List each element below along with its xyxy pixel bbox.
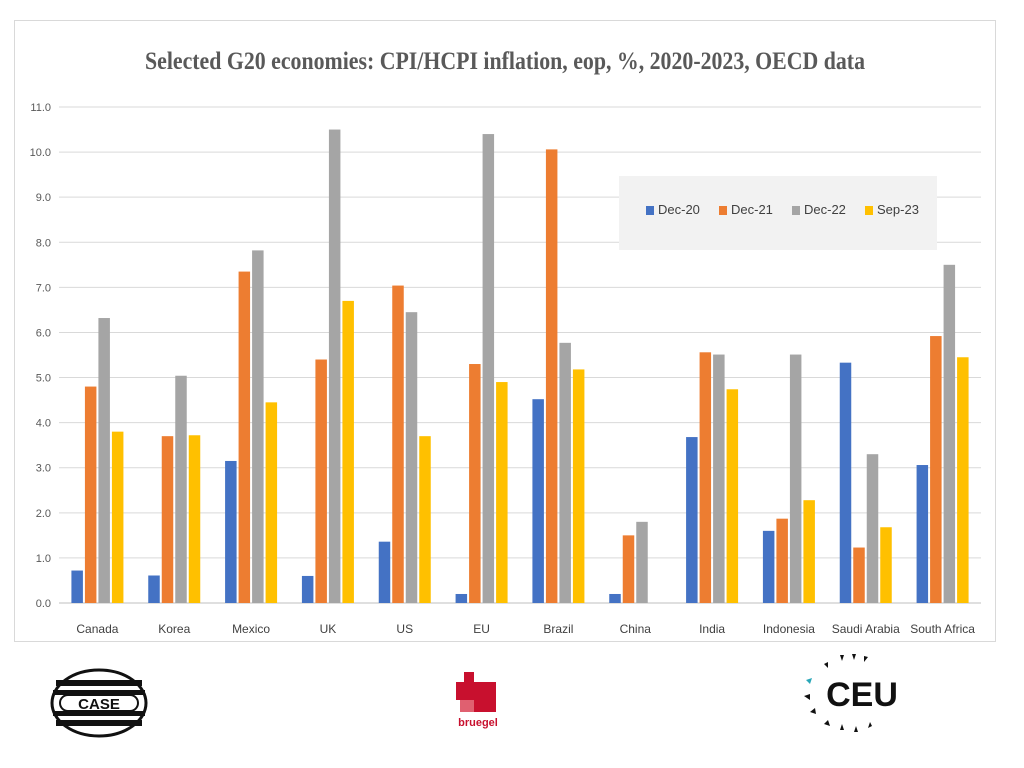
bruegel-logo: bruegel bbox=[450, 670, 506, 730]
bar-sep-23-indonesia bbox=[803, 500, 815, 603]
bar-dec-21-south-africa bbox=[930, 336, 942, 603]
bar-dec-21-china bbox=[622, 535, 635, 603]
y-tick-label: 0.0 bbox=[36, 598, 51, 610]
bar-dec-21-india bbox=[699, 352, 712, 603]
bar-dec-21-korea bbox=[161, 436, 174, 603]
bar-dec-21-uk bbox=[315, 359, 327, 603]
x-category-label: Mexico bbox=[232, 622, 270, 636]
bar-dec-22-eu bbox=[482, 134, 495, 603]
legend: Dec-20 Dec-21 Dec-22 Sep-23 bbox=[619, 176, 937, 250]
gridlines: 0.0 1.0 2.0 3.0 4.0 5.0 6.0 7.0 8.0 9.0 10.0 11.0 bbox=[30, 102, 981, 610]
y-tick-label: 5.0 bbox=[36, 373, 51, 385]
bar-dec-20-indonesia bbox=[762, 530, 775, 603]
bar-dec-22-korea bbox=[175, 375, 187, 603]
legend-background bbox=[619, 176, 937, 250]
bar-dec-20-india bbox=[686, 437, 698, 603]
legend-swatch bbox=[646, 206, 654, 215]
bar-dec-22-us bbox=[405, 312, 418, 603]
y-tick-label: 4.0 bbox=[36, 418, 51, 430]
bar-dec-20-saudi-arabia bbox=[839, 362, 852, 603]
bar-dec-21-mexico bbox=[238, 271, 251, 603]
bar-dec-22-brazil bbox=[559, 342, 571, 603]
x-category-label: South Africa bbox=[910, 622, 975, 636]
x-category-label: Saudi Arabia bbox=[832, 622, 900, 636]
bar-sep-23-saudi-arabia bbox=[880, 527, 892, 603]
bar-dec-22-indonesia bbox=[789, 354, 802, 603]
legend-swatch bbox=[719, 206, 727, 215]
x-category-label: China bbox=[620, 622, 652, 636]
ceu-ray-marks bbox=[804, 654, 872, 732]
ceu-logo: CEU bbox=[800, 652, 910, 736]
bar-sep-23-uk bbox=[342, 300, 354, 603]
case-logo-text: CASE bbox=[78, 696, 120, 713]
bar-dec-21-eu bbox=[469, 364, 481, 603]
legend-label: Dec-22 bbox=[804, 202, 846, 217]
chart-card: Selected G20 economies: CPI/HCPI inflati… bbox=[14, 20, 996, 642]
bar-dec-22-south-africa bbox=[943, 264, 956, 603]
bar-dec-20-china bbox=[609, 593, 621, 603]
bar-sep-23-korea bbox=[188, 435, 201, 603]
bar-dec-20-us bbox=[378, 541, 391, 603]
y-tick-label: 9.0 bbox=[36, 192, 51, 204]
category-labels: Canada Korea Mexico UK US EU Brazil China India I… bbox=[76, 622, 975, 636]
y-tick-label: 8.0 bbox=[36, 237, 51, 249]
legend-items: Dec-20 Dec-21 Dec-22 Sep-23 bbox=[646, 202, 919, 217]
bar-dec-22-india bbox=[713, 354, 725, 603]
bar-dec-22-mexico bbox=[252, 250, 264, 603]
bar-dec-20-korea bbox=[148, 575, 160, 603]
bar-sep-23-india bbox=[726, 389, 739, 603]
bar-sep-23-eu bbox=[496, 382, 508, 603]
x-category-label: EU bbox=[473, 622, 490, 636]
bar-dec-21-indonesia bbox=[776, 518, 788, 603]
bar-sep-23-south-africa bbox=[957, 357, 969, 603]
x-category-label: Brazil bbox=[543, 622, 573, 636]
bar-dec-20-eu bbox=[455, 593, 468, 603]
x-category-label: India bbox=[699, 622, 725, 636]
bar-dec-22-saudi-arabia bbox=[866, 454, 879, 603]
bar-dec-21-brazil bbox=[545, 149, 558, 604]
bar-dec-20-canada bbox=[71, 570, 83, 603]
x-category-label: Canada bbox=[76, 622, 118, 636]
chart-svg: Selected G20 economies: CPI/HCPI inflati… bbox=[30, 48, 981, 636]
x-category-label: Indonesia bbox=[763, 622, 815, 636]
bar-sep-23-canada bbox=[111, 431, 124, 603]
bar-sep-23-brazil bbox=[572, 369, 585, 603]
bar-sep-23-mexico bbox=[265, 402, 278, 603]
y-tick-label: 11.0 bbox=[30, 102, 51, 114]
bar-sep-23-us bbox=[419, 436, 431, 603]
bar-dec-21-saudi-arabia bbox=[853, 547, 865, 603]
y-tick-label: 7.0 bbox=[36, 282, 51, 294]
bar-dec-20-south-africa bbox=[916, 465, 929, 603]
y-tick-label: 1.0 bbox=[36, 553, 51, 565]
bar-dec-21-us bbox=[392, 285, 404, 603]
bar-dec-22-canada bbox=[98, 318, 110, 603]
bar-dec-20-mexico bbox=[225, 460, 237, 603]
chart-title: Selected G20 economies: CPI/HCPI inflati… bbox=[145, 48, 865, 75]
bars bbox=[71, 129, 969, 604]
y-tick-label: 2.0 bbox=[36, 508, 51, 520]
y-tick-label: 10.0 bbox=[30, 147, 51, 159]
bar-dec-21-canada bbox=[84, 386, 97, 603]
bar-dec-22-china bbox=[636, 521, 648, 603]
x-category-label: US bbox=[396, 622, 413, 636]
x-category-label: UK bbox=[320, 622, 337, 636]
bar-dec-22-uk bbox=[328, 129, 341, 603]
legend-label: Dec-21 bbox=[731, 202, 773, 217]
x-category-label: Korea bbox=[158, 622, 190, 636]
legend-label: Sep-23 bbox=[877, 202, 919, 217]
case-logo: CASE bbox=[50, 668, 148, 738]
bruegel-logo-text: bruegel bbox=[458, 717, 498, 729]
y-tick-label: 6.0 bbox=[36, 327, 51, 339]
ceu-logo-text: CEU bbox=[826, 676, 898, 714]
legend-label: Dec-20 bbox=[658, 202, 700, 217]
y-tick-label: 3.0 bbox=[36, 463, 51, 475]
legend-swatch bbox=[865, 206, 873, 215]
legend-swatch bbox=[792, 206, 800, 215]
bar-dec-20-brazil bbox=[532, 399, 544, 603]
bar-dec-20-uk bbox=[301, 575, 314, 603]
